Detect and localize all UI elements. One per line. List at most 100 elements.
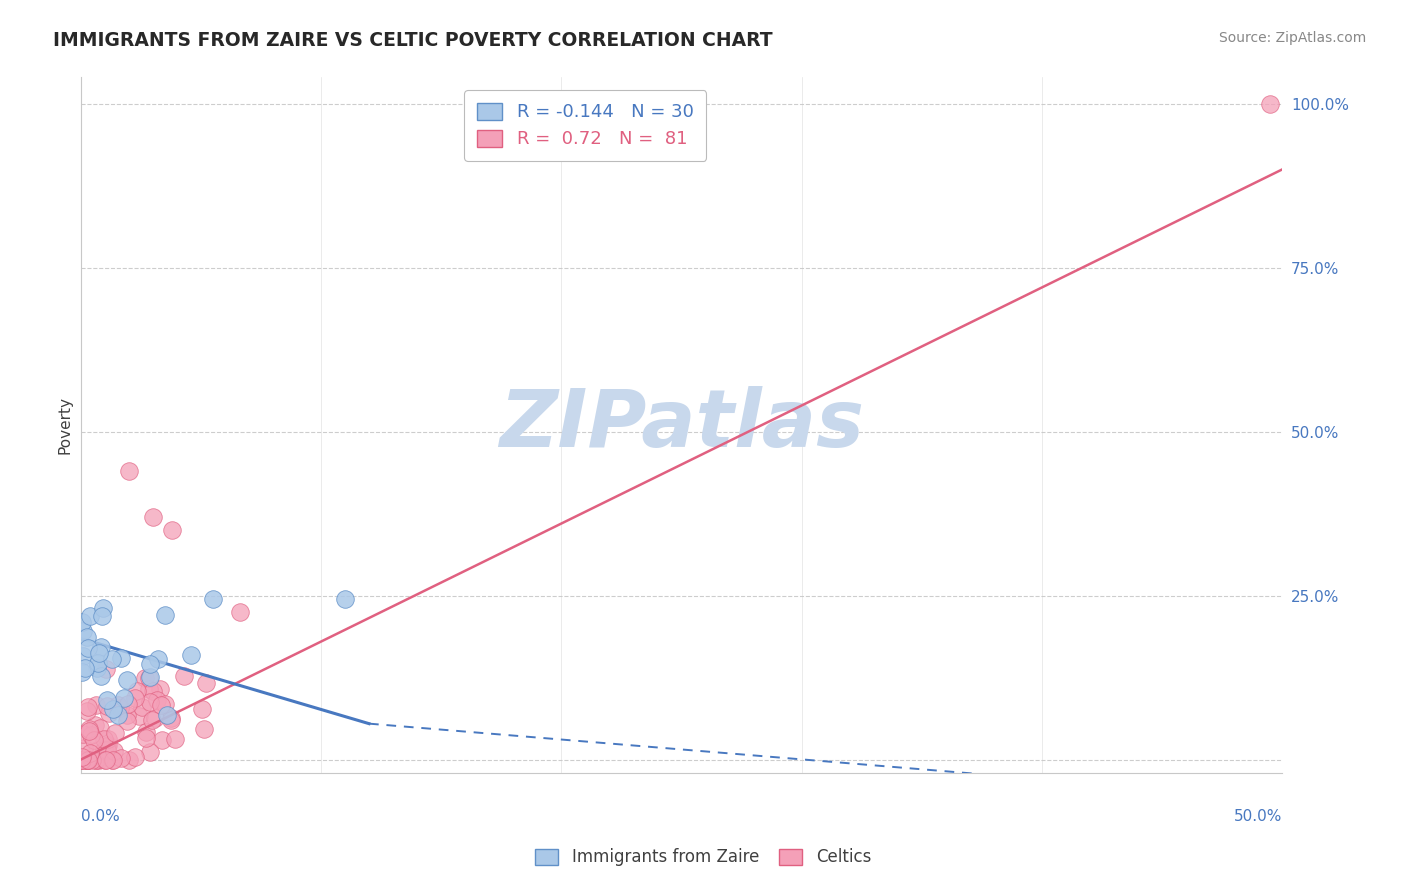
- Legend: Immigrants from Zaire, Celtics: Immigrants from Zaire, Celtics: [529, 842, 877, 873]
- Point: [89, 722, 111, 736]
- Point: [96, 743, 118, 757]
- Point: [86, 661, 108, 675]
- Point: [101, 652, 124, 666]
- Point: [98, 706, 121, 720]
- Point: [103, 753, 125, 767]
- Point: [77, 724, 100, 739]
- Point: [153, 608, 176, 623]
- Point: [195, 676, 218, 690]
- Point: [138, 695, 160, 709]
- Point: [149, 681, 172, 696]
- Point: [107, 708, 129, 723]
- Point: [76, 704, 98, 718]
- Point: [80, 753, 103, 767]
- Point: [70, 753, 93, 767]
- Point: [97, 731, 120, 746]
- Point: [101, 753, 124, 767]
- Point: [103, 702, 125, 716]
- Point: [112, 690, 135, 705]
- Point: [153, 697, 176, 711]
- Point: [70, 665, 93, 680]
- Point: [83, 733, 105, 747]
- Point: [124, 690, 146, 705]
- Point: [84, 753, 107, 767]
- Point: [160, 523, 183, 537]
- Text: IMMIGRANTS FROM ZAIRE VS CELTIC POVERTY CORRELATION CHART: IMMIGRANTS FROM ZAIRE VS CELTIC POVERTY …: [53, 31, 773, 50]
- Point: [76, 630, 98, 644]
- Point: [93, 753, 115, 767]
- Point: [117, 464, 139, 478]
- Point: [141, 713, 163, 727]
- Point: [90, 608, 112, 623]
- Point: [96, 739, 118, 753]
- Point: [139, 670, 162, 684]
- Legend: R = -0.144   N = 30, R =  0.72   N =  81: R = -0.144 N = 30, R = 0.72 N = 81: [464, 90, 706, 161]
- Point: [138, 671, 160, 685]
- Point: [160, 713, 183, 727]
- Point: [93, 743, 115, 757]
- Point: [87, 646, 110, 660]
- Point: [83, 717, 105, 731]
- Point: [173, 669, 195, 683]
- Point: [229, 605, 252, 619]
- Point: [77, 753, 100, 767]
- Point: [79, 746, 101, 760]
- Point: [72, 741, 94, 756]
- Point: [77, 753, 100, 767]
- Y-axis label: Poverty: Poverty: [58, 396, 72, 454]
- Point: [76, 753, 98, 767]
- Point: [128, 708, 150, 723]
- Point: [115, 708, 138, 723]
- Point: [108, 701, 131, 715]
- Point: [72, 649, 94, 664]
- Text: ZIPatlas: ZIPatlas: [499, 386, 865, 464]
- Point: [146, 693, 169, 707]
- Point: [77, 640, 100, 655]
- Point: [72, 727, 94, 741]
- Point: [201, 592, 224, 607]
- Point: [110, 750, 132, 764]
- Point: [80, 728, 103, 742]
- Point: [143, 711, 166, 725]
- Point: [89, 640, 111, 654]
- Text: 0.0%: 0.0%: [80, 809, 120, 824]
- Point: [118, 753, 141, 767]
- Point: [72, 624, 94, 638]
- Point: [87, 656, 110, 670]
- Point: [104, 726, 127, 740]
- Point: [124, 750, 146, 764]
- Point: [87, 753, 110, 767]
- Point: [96, 692, 118, 706]
- Point: [193, 723, 215, 737]
- Point: [107, 698, 129, 712]
- Point: [77, 700, 100, 714]
- Point: [97, 738, 120, 752]
- Point: [139, 745, 162, 759]
- Point: [86, 743, 108, 757]
- Point: [93, 601, 115, 615]
- Point: [90, 669, 112, 683]
- Point: [73, 661, 96, 675]
- Point: [86, 698, 108, 712]
- Point: [110, 651, 132, 665]
- Point: [70, 753, 93, 767]
- Point: [115, 714, 138, 729]
- Point: [117, 698, 139, 712]
- Point: [96, 662, 118, 676]
- Point: [72, 753, 94, 767]
- Point: [79, 609, 101, 624]
- Point: [94, 753, 117, 767]
- Point: [75, 753, 97, 767]
- Point: [146, 651, 169, 665]
- Point: [333, 592, 356, 607]
- Point: [93, 731, 115, 746]
- Point: [180, 648, 202, 662]
- Point: [142, 684, 165, 698]
- Point: [150, 732, 173, 747]
- Point: [131, 700, 153, 714]
- Point: [72, 615, 94, 629]
- Point: [135, 731, 157, 745]
- Point: [76, 753, 98, 767]
- Point: [96, 698, 118, 713]
- Point: [150, 698, 173, 713]
